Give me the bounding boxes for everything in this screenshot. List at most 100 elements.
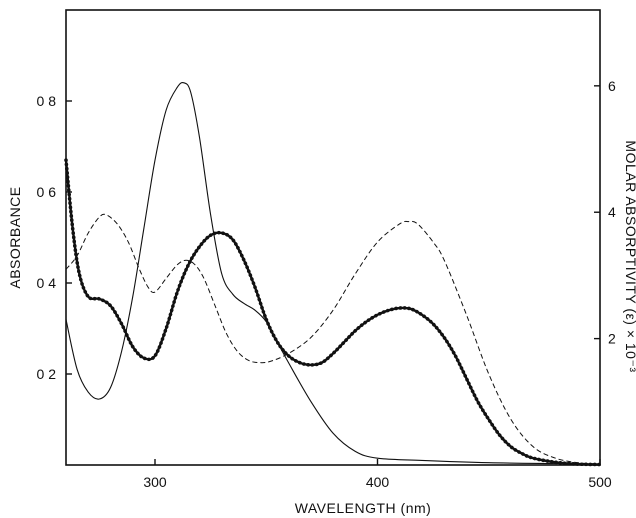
data-point-dotted-solid-263 (72, 228, 73, 229)
data-point-dotted-solid-395 (366, 321, 367, 322)
data-point-solid-270 (88, 392, 89, 393)
x-tick-label-400: 400 (366, 474, 390, 490)
data-point-dashed-278 (105, 214, 106, 215)
data-point-dotted-solid-290 (132, 346, 133, 347)
data-point-solid-265 (77, 369, 78, 370)
plot-frame (65, 9, 601, 466)
data-point-dotted-solid-350 (266, 319, 267, 320)
data-point-solid-335 (232, 294, 233, 295)
data-point-dotted-solid-470 (533, 458, 534, 459)
data-point-dotted-solid-270 (88, 296, 89, 297)
data-point-dotted-solid-380 (332, 353, 333, 354)
data-point-solid-300 (154, 160, 155, 161)
series-line-dashed (65, 213, 601, 465)
data-point-solid-325 (210, 214, 211, 215)
data-point-dotted-solid-260 (65, 160, 66, 161)
data-point-solid-290 (132, 296, 133, 297)
data-point-solid-260 (65, 319, 66, 320)
data-point-solid-295 (143, 228, 144, 229)
data-point-solid-285 (121, 351, 122, 352)
series-dashed (65, 213, 601, 465)
data-point-dotted-solid-335 (232, 239, 233, 240)
data-point-dashed-470 (533, 446, 534, 447)
data-point-dashed-300 (154, 292, 155, 293)
data-point-dotted-solid-345 (255, 287, 256, 288)
data-point-dotted-solid-400 (377, 314, 378, 315)
data-point-dashed-332 (226, 332, 227, 333)
data-point-dashed-418 (417, 223, 418, 224)
data-point-solid-275 (99, 398, 100, 399)
data-point-dotted-solid-420 (421, 314, 422, 315)
data-point-solid-380 (332, 433, 333, 434)
data-point-dotted-solid-490 (577, 463, 578, 464)
data-point-dashed-352 (270, 361, 271, 362)
data-point-dotted-solid-285 (121, 323, 122, 324)
data-point-dotted-solid-320 (199, 246, 200, 247)
data-point-dashed-440 (466, 314, 467, 315)
series-dotted-solid (64, 158, 602, 467)
data-point-dashed-275 (99, 216, 100, 217)
data-point-dashed-305 (166, 278, 167, 279)
y-tick-label-1: 0 4 (37, 275, 57, 291)
data-point-dashed-318 (194, 264, 195, 265)
series-line-dots (64, 158, 602, 467)
series-line-dotted (64, 160, 601, 466)
ticks-layer: 300 400 500 0 2 0 4 0 6 0 8 2 4 6 (37, 78, 616, 490)
y2-axis-label: MOLAR ABSORPTIVITY (ε) × 10⁻³ (623, 140, 636, 372)
data-point-dotted-solid-390 (355, 330, 356, 331)
y2-tick-label-2: 2 (608, 331, 616, 347)
data-point-solid-305 (166, 110, 167, 111)
data-point-dashed-347 (259, 362, 260, 363)
data-point-dotted-solid-295 (143, 357, 144, 358)
data-point-solid-360 (288, 362, 289, 363)
x-tick-label-300: 300 (143, 474, 167, 490)
data-point-solid-450 (488, 462, 489, 463)
data-point-dotted-solid-430 (444, 337, 445, 338)
data-point-dashed-293 (139, 269, 140, 270)
data-point-dotted-solid-305 (166, 328, 167, 329)
data-point-solid-400 (377, 458, 378, 459)
series-solid (65, 82, 601, 465)
series-line-solid (65, 82, 601, 465)
y2-tick-label-6: 6 (608, 78, 616, 94)
data-point-dashed-400 (377, 241, 378, 242)
data-point-dotted-solid-445 (477, 401, 478, 402)
data-point-dashed-460 (510, 419, 511, 420)
series-layer (64, 82, 602, 467)
data-point-solid-310 (177, 87, 178, 88)
data-point-dashed-288 (128, 241, 129, 242)
x-axis-label: WAVELENGTH (nm) (295, 500, 432, 516)
data-point-dashed-414 (408, 221, 409, 222)
data-point-dashed-310 (177, 264, 178, 265)
data-point-dashed-270 (88, 232, 89, 233)
data-point-dotted-solid-325 (210, 235, 211, 236)
data-point-dotted-solid-315 (188, 264, 189, 265)
data-point-solid-316 (190, 91, 191, 92)
data-point-dashed-450 (488, 373, 489, 374)
data-point-solid-330 (221, 273, 222, 274)
data-point-dotted-solid-365 (299, 362, 300, 363)
data-point-dotted-solid-385 (344, 342, 345, 343)
data-point-solid-313 (183, 82, 184, 83)
x-tick-label-500: 500 (588, 474, 612, 490)
data-point-dashed-297 (148, 287, 149, 288)
data-point-dotted-solid-435 (455, 355, 456, 356)
data-point-dotted-solid-440 (466, 378, 467, 379)
data-point-solid-345 (255, 310, 256, 311)
data-point-dotted-solid-375 (321, 362, 322, 363)
data-point-dotted-solid-280 (110, 305, 111, 306)
data-point-dashed-430 (444, 260, 445, 261)
data-point-dotted-solid-266 (79, 273, 80, 274)
data-point-dashed-390 (355, 273, 356, 274)
data-point-dotted-solid-405 (388, 310, 389, 311)
y-tick-label-3: 0 8 (37, 93, 57, 109)
data-point-dotted-solid-300 (154, 355, 155, 356)
data-point-dotted-solid-450 (488, 419, 489, 420)
data-point-dashed-337 (237, 351, 238, 352)
data-point-dotted-solid-415 (410, 308, 411, 309)
data-point-dashed-327 (214, 305, 215, 306)
data-point-dotted-solid-340 (243, 260, 244, 261)
data-point-dashed-314 (186, 260, 187, 261)
data-point-solid-370 (310, 401, 311, 402)
